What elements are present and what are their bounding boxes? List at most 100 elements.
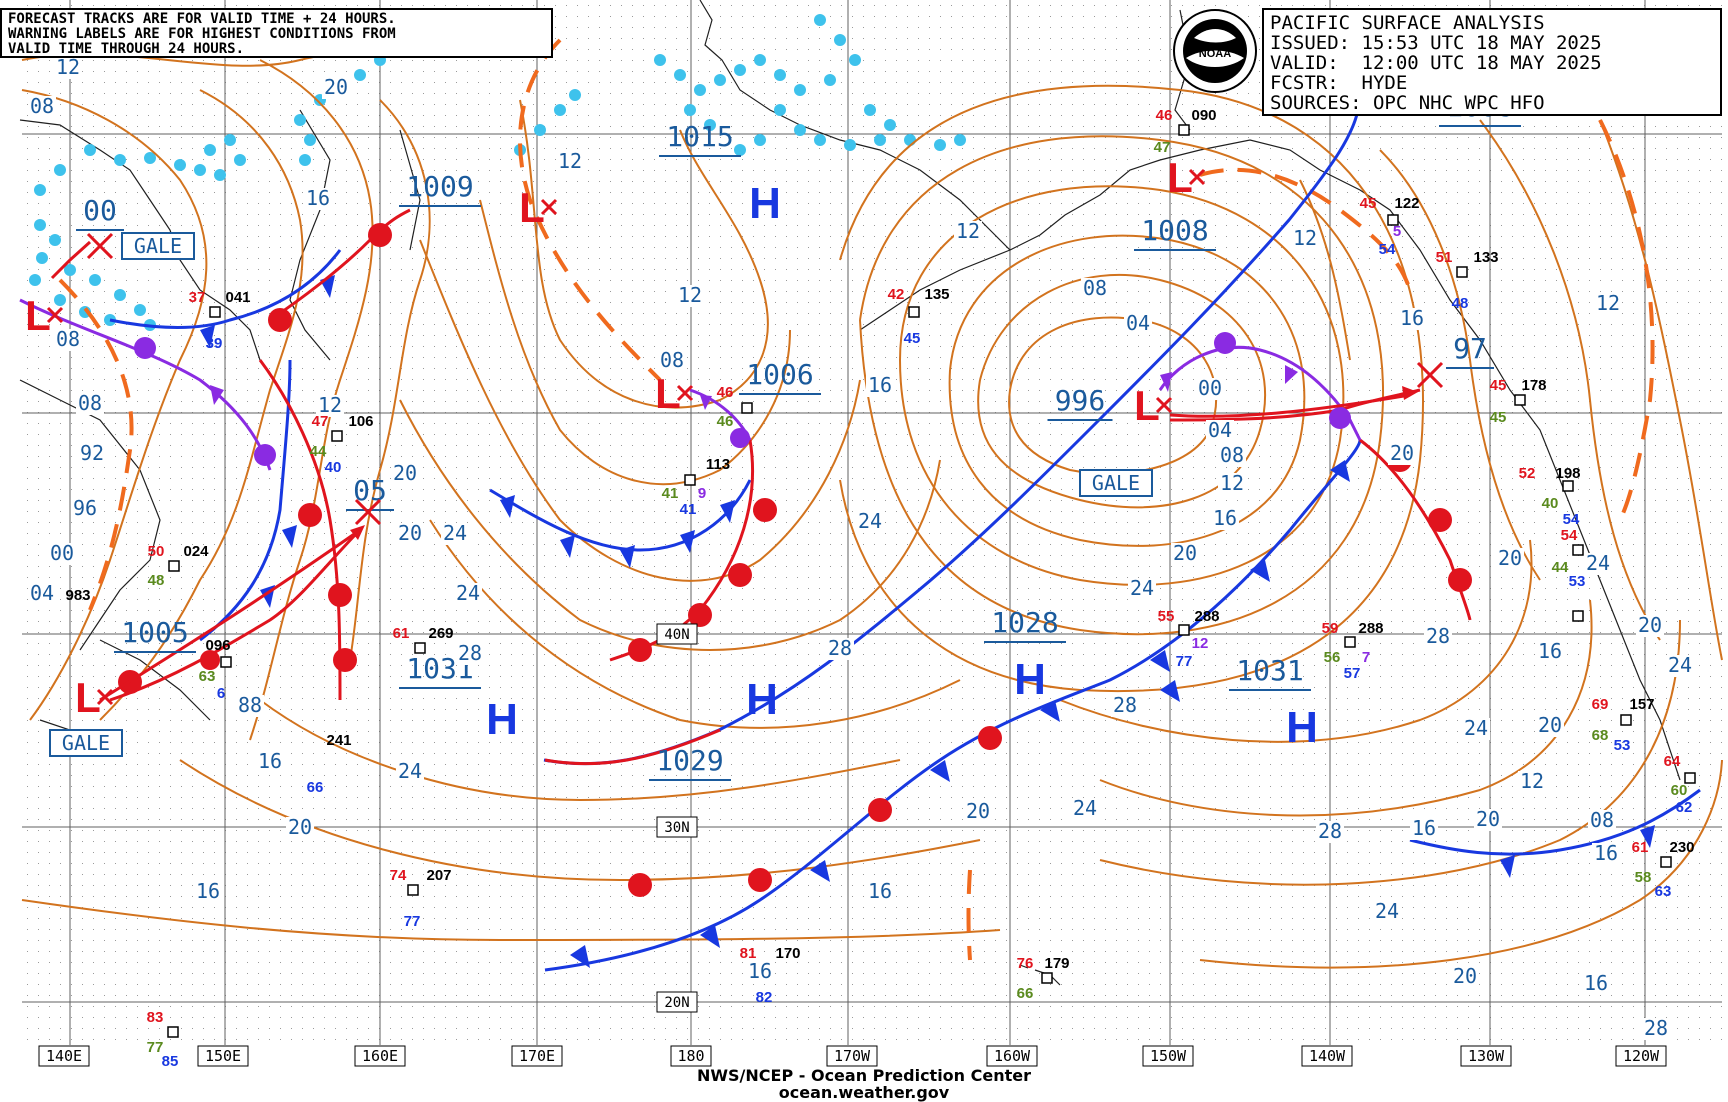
low-center-x-icon xyxy=(96,688,114,706)
longitude-label: 130W xyxy=(1468,1047,1505,1065)
isobar-value: 24 xyxy=(1668,653,1692,677)
observation-value: 241 xyxy=(326,732,351,749)
latitude-label: 20N xyxy=(664,995,689,1011)
isobar-value: 24 xyxy=(456,581,480,605)
isobar-value: 12 xyxy=(1293,226,1317,250)
longitude-label: 140E xyxy=(46,1047,82,1065)
isobar-label-bg xyxy=(1206,420,1234,442)
longitude-label: 170W xyxy=(834,1047,871,1065)
isobar-label-bg xyxy=(316,395,344,417)
observation-value: 198 xyxy=(1555,465,1580,482)
low-center-x-icon xyxy=(676,384,694,402)
lon-label-box xyxy=(354,1045,406,1067)
station-marker-icon xyxy=(908,306,920,318)
isobar-value: 24 xyxy=(1464,716,1488,740)
isobar-label-bg xyxy=(456,643,484,665)
latitude-label: 30N xyxy=(664,820,689,836)
observation-value: 57 xyxy=(1344,665,1361,682)
observation-value: 56 xyxy=(1324,649,1341,666)
observation-value: 179 xyxy=(1044,955,1069,972)
valid-time: VALID: 12:00 UTC 18 MAY 2025 xyxy=(1270,52,1602,74)
observation-value: 77 xyxy=(1176,653,1193,670)
observation-value: 41 xyxy=(662,485,679,502)
observation-value: 51 xyxy=(1436,249,1453,266)
isobar-label-bg xyxy=(71,498,99,520)
longitude-label: 180 xyxy=(677,1047,704,1065)
isobar-value: 08 xyxy=(1083,276,1107,300)
analysis-info-box: PACIFIC SURFACE ANALYSIS ISSUED: 15:53 U… xyxy=(1262,8,1722,116)
high-pressure-center: H xyxy=(486,695,518,744)
observation-value: 288 xyxy=(1194,608,1219,625)
observation-value: 50 xyxy=(148,543,165,560)
isobar-value: 16 xyxy=(1400,306,1424,330)
isobar-value: 20 xyxy=(1453,964,1477,988)
isobar-label-bg xyxy=(1196,378,1224,400)
isobar-value: 04 xyxy=(1126,311,1150,335)
observation-value: 230 xyxy=(1669,839,1694,856)
isobar-value: 16 xyxy=(868,879,892,903)
note-line: WARNING LABELS ARE FOR HIGHEST CONDITION… xyxy=(8,26,396,42)
isobar-label-bg xyxy=(78,443,106,465)
observation-value: 44 xyxy=(310,443,327,460)
station-marker-icon xyxy=(741,402,753,414)
isobar-label-bg xyxy=(396,761,424,783)
station-marker-icon xyxy=(1178,124,1190,136)
isobar-label-bg xyxy=(676,285,704,307)
lat-label-box xyxy=(656,991,698,1013)
high-pressure-center: H xyxy=(1286,703,1318,752)
isobar-label-bg xyxy=(1582,973,1610,995)
isobar-label-bg xyxy=(194,881,222,903)
lon-label-box xyxy=(1142,1045,1194,1067)
isobar-label-bg xyxy=(76,393,104,415)
observation-value: 77 xyxy=(147,1039,164,1056)
observation-value: 54 xyxy=(1563,511,1580,528)
isobar-value: 08 xyxy=(78,391,102,415)
isobar-value: 28 xyxy=(458,641,482,665)
observation-value: 52 xyxy=(1519,465,1536,482)
troughs xyxy=(58,38,1655,961)
observation-value: 69 xyxy=(1592,696,1609,713)
observation-value: 9 xyxy=(698,485,706,502)
pressure-value: 1005 xyxy=(121,616,188,649)
isobar-value: 12 xyxy=(1220,471,1244,495)
pressure-value: 97 xyxy=(1453,332,1487,365)
observation-value: 62 xyxy=(1676,799,1693,816)
observation-value: 37 xyxy=(189,289,206,306)
lon-label-box xyxy=(511,1045,563,1067)
longitude-labels: 140E 150E 160E 170E 180 170W 160W 150W 140W 130W 1… xyxy=(38,1045,1667,1067)
isobar-label-bg xyxy=(1496,548,1524,570)
longitude-label: 140W xyxy=(1309,1047,1346,1065)
lon-label-box xyxy=(1460,1045,1512,1067)
isobar-value: 16 xyxy=(1412,816,1436,840)
observation-value: 45 xyxy=(1490,377,1507,394)
observation-value: 113 xyxy=(706,456,730,473)
station-marker-icon xyxy=(1041,972,1053,984)
isobar-value: 20 xyxy=(1638,613,1662,637)
observation-value: 983 xyxy=(65,587,90,604)
isobar-label-bg xyxy=(1594,293,1622,315)
isobar-label-bg xyxy=(28,583,56,605)
forecast-tracks xyxy=(50,240,1411,702)
observation-value: 61 xyxy=(1632,839,1649,856)
observation-value: 269 xyxy=(428,625,453,642)
gale-box xyxy=(1079,469,1153,497)
isobar-value: 16 xyxy=(1538,639,1562,663)
pressure-value: 1008 xyxy=(1141,214,1208,247)
lat-lon-grid xyxy=(22,0,1722,1045)
low-pressure-center: L xyxy=(1134,382,1160,429)
observation-value: 54 xyxy=(1379,241,1396,258)
observation-value: 85 xyxy=(162,1053,179,1070)
isobar-value: 12 xyxy=(56,55,80,79)
observation-value: 6 xyxy=(217,685,225,702)
observation-value: 45 xyxy=(1490,409,1507,426)
observation-value: 106 xyxy=(348,413,373,430)
isobar-value: 28 xyxy=(1318,819,1342,843)
isobar-label-bg xyxy=(1388,443,1416,465)
longitude-label: 170E xyxy=(519,1047,555,1065)
observation-value: 135 xyxy=(924,286,949,303)
isobar-value: 00 xyxy=(50,541,74,565)
isobar-value: 20 xyxy=(1498,546,1522,570)
pressure-value: 1009 xyxy=(406,170,473,203)
high-pressure-center: H xyxy=(746,675,778,724)
